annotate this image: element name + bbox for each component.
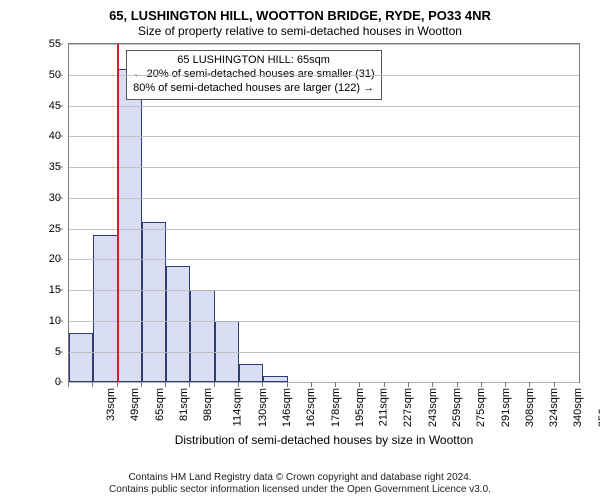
- x-tick-label: 178sqm: [330, 388, 342, 427]
- x-tick-label: 114sqm: [232, 388, 244, 426]
- histogram-bar: [118, 69, 142, 382]
- histogram-bar: [166, 266, 190, 383]
- x-tick-label: 98sqm: [202, 388, 214, 421]
- gridline: [69, 75, 579, 76]
- plot-area: 0510152025303540455055 65 LUSHINGTON HIL…: [68, 43, 580, 383]
- x-tick-label: 130sqm: [257, 388, 269, 427]
- gridline: [69, 136, 579, 137]
- x-tick-label: 49sqm: [129, 388, 141, 421]
- gridline: [69, 229, 579, 230]
- x-tick-label: 81sqm: [178, 388, 190, 421]
- histogram-bar: [190, 290, 214, 382]
- x-tick-label: 227sqm: [403, 388, 415, 427]
- gridline: [69, 259, 579, 260]
- x-tick-label: 162sqm: [305, 388, 317, 427]
- gridline: [69, 352, 579, 353]
- x-tick-label: 243sqm: [427, 388, 439, 427]
- chart-title: 65, LUSHINGTON HILL, WOOTTON BRIDGE, RYD…: [10, 8, 590, 24]
- footer-line: Contains HM Land Registry data © Crown c…: [0, 472, 600, 484]
- gridline: [69, 167, 579, 168]
- x-tick-label: 146sqm: [281, 388, 293, 427]
- gridline: [69, 321, 579, 322]
- highlight-line: [117, 44, 119, 382]
- x-axis-label: Distribution of semi-detached houses by …: [68, 433, 580, 447]
- x-tick-label: 211sqm: [377, 388, 389, 426]
- footer: Contains HM Land Registry data © Crown c…: [0, 472, 600, 496]
- x-tick-label: 259sqm: [451, 388, 463, 427]
- histogram-bar: [69, 333, 93, 382]
- gridline: [69, 106, 579, 107]
- histogram-bar: [239, 364, 263, 382]
- x-tick-label: 195sqm: [354, 388, 366, 427]
- histogram-bar: [93, 235, 117, 382]
- x-tick-label: 324sqm: [548, 388, 560, 427]
- annotation-line: 65 LUSHINGTON HILL: 65sqm: [133, 54, 375, 68]
- gridline: [69, 44, 579, 45]
- x-tick-label: 340sqm: [573, 388, 585, 427]
- gridline: [69, 198, 579, 199]
- x-tick-label: 291sqm: [500, 388, 512, 427]
- histogram-bar: [142, 222, 166, 382]
- annotation-line: 80% of semi-detached houses are larger (…: [133, 82, 375, 96]
- x-tick-label: 308sqm: [524, 388, 536, 427]
- x-tick-label: 275sqm: [475, 388, 487, 427]
- gridline: [69, 290, 579, 291]
- chart-subtitle: Size of property relative to semi-detach…: [10, 24, 590, 39]
- x-tick-label: 33sqm: [105, 388, 117, 421]
- footer-line: Contains public sector information licen…: [0, 484, 600, 496]
- x-tick-label: 65sqm: [154, 388, 166, 421]
